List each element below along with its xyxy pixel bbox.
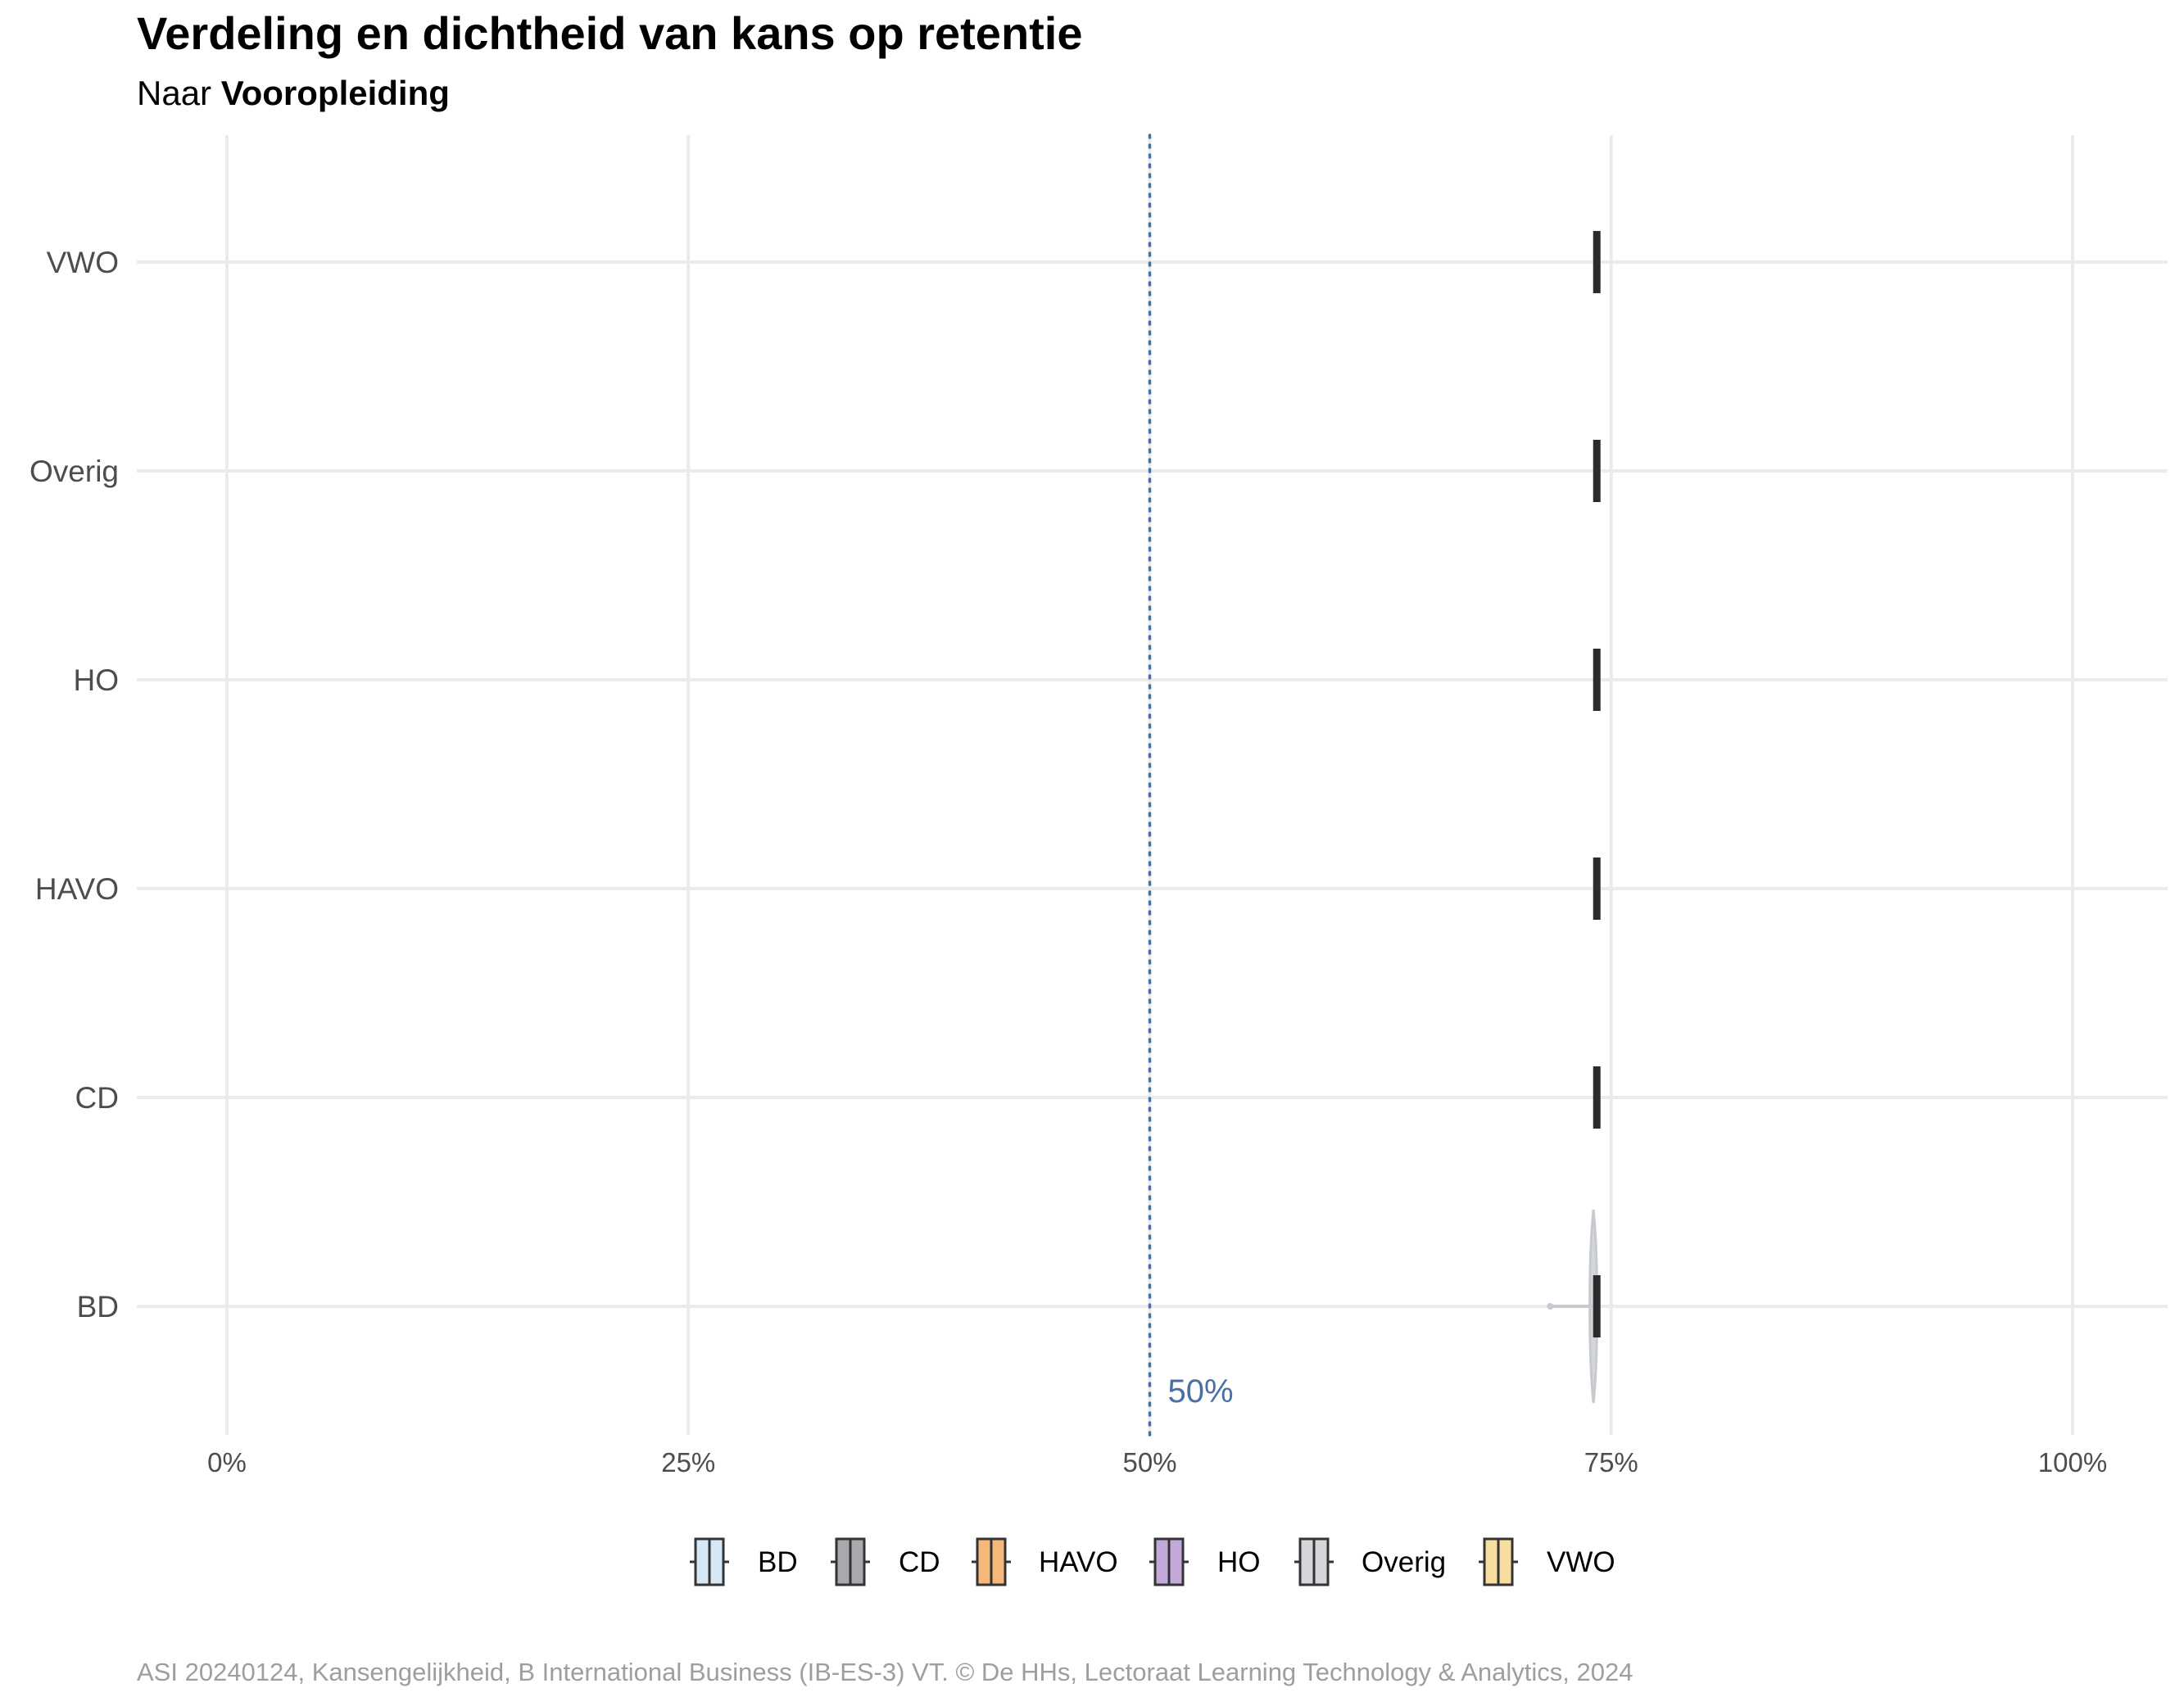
reference-line-label: 50%	[1168, 1373, 1234, 1410]
y-tick-label: HAVO	[35, 872, 119, 906]
box-median-Overig	[1593, 440, 1601, 502]
x-tick-label: 100%	[2038, 1447, 2107, 1477]
legend-label: Overig	[1362, 1546, 1446, 1578]
chart-subtitle: Naar Vooropleiding	[137, 74, 450, 113]
chart-caption: ASI 20240124, Kansengelijkheid, B Intern…	[137, 1658, 1633, 1686]
y-tick-label: Overig	[29, 455, 119, 488]
y-tick-label: HO	[74, 663, 120, 697]
x-tick-label: 75%	[1584, 1447, 1638, 1477]
legend-label: BD	[758, 1546, 798, 1578]
box-median-CD	[1593, 1066, 1601, 1129]
box-median-BD	[1593, 1275, 1601, 1337]
x-tick-label: 25%	[661, 1447, 715, 1477]
subtitle-prefix: Naar	[137, 74, 212, 112]
box-median-HO	[1593, 649, 1601, 711]
outlier-BD	[1547, 1303, 1554, 1310]
legend-label: HO	[1217, 1546, 1261, 1578]
box-median-HAVO	[1593, 858, 1601, 920]
x-tick-label: 0%	[207, 1447, 247, 1477]
chart-title: Verdeling en dichtheid van kans op reten…	[137, 7, 1083, 59]
x-tick-label: 50%	[1122, 1447, 1176, 1477]
legend-label: CD	[899, 1546, 940, 1578]
box-median-VWO	[1593, 231, 1601, 293]
legend-label: VWO	[1547, 1546, 1615, 1578]
y-tick-label: BD	[77, 1290, 119, 1324]
y-tick-label: VWO	[47, 246, 119, 279]
y-tick-label: CD	[75, 1081, 119, 1115]
subtitle-group: Vooropleiding	[220, 74, 450, 112]
legend-label: HAVO	[1039, 1546, 1118, 1578]
